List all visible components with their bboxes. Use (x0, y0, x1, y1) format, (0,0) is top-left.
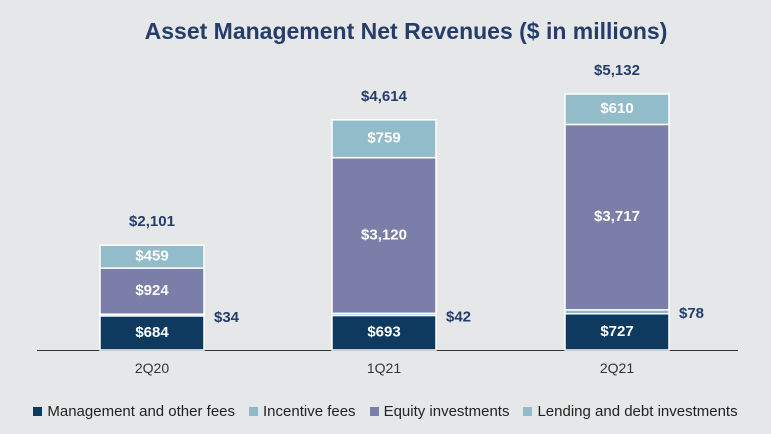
data-label-2q20-equity-investments: $924 (135, 282, 169, 299)
bar-2q20-lending-debt (99, 244, 205, 269)
total-label-2q21: $5,132 (594, 62, 640, 79)
legend-label-equity-investments: Equity investments (383, 403, 510, 420)
data-label-1q21-management-fees: $693 (367, 324, 400, 341)
legend-item-management-fees: Management and other fees (33, 403, 235, 420)
bar-2q21-lending-debt (564, 93, 670, 126)
data-label-2q20-management-fees: $684 (135, 324, 169, 341)
x-tick-label-1q21: 1Q21 (367, 360, 401, 376)
data-label-2q21-management-fees: $727 (600, 323, 633, 340)
data-label-2q21-equity-investments: $3,717 (594, 208, 640, 225)
bar-2q21-equity-investments (564, 123, 670, 311)
legend-label-lending-debt: Lending and debt investments (537, 403, 738, 420)
data-label-2q20-lending-debt: $459 (135, 248, 168, 265)
legend-item-incentive-fees: Incentive fees (249, 403, 356, 420)
legend-item-lending-debt: Lending and debt investments (523, 403, 738, 420)
data-label-2q21-lending-debt: $610 (600, 100, 633, 117)
x-tick-label-2q20: 2Q20 (135, 360, 169, 376)
data-label-1q21-lending-debt: $759 (367, 130, 400, 147)
legend-item-equity-investments: Equity investments (369, 403, 510, 420)
legend: Management and other fees Incentive fees… (0, 403, 771, 420)
total-label-2q20: $2,101 (129, 213, 175, 230)
chart-title: Asset Management Net Revenues ($ in mill… (144, 18, 668, 44)
legend-swatch-lending-debt (523, 407, 533, 416)
legend-label-incentive-fees: Incentive fees (263, 403, 356, 420)
legend-swatch-management-fees (33, 407, 43, 416)
data-label-1q21-equity-investments: $3,120 (361, 226, 407, 243)
data-label-1q21-incentive-fees: $42 (446, 308, 471, 325)
bar-1q21-management-fees (331, 314, 437, 351)
bar-1q21-equity-investments (331, 156, 437, 315)
total-label-1q21: $4,614 (361, 88, 408, 105)
legend-swatch-equity-investments (369, 407, 379, 416)
legend-swatch-incentive-fees (249, 407, 258, 416)
bar-2q21-management-fees (564, 312, 670, 351)
bar-1q21-lending-debt (331, 119, 437, 159)
legend-label-management-fees: Management and other fees (47, 403, 235, 420)
bar-2q20-management-fees (99, 315, 205, 351)
x-tick-label-2q21: 2Q21 (600, 360, 634, 376)
data-label-2q21-incentive-fees: $78 (679, 305, 704, 322)
data-label-2q20-incentive-fees: $34 (214, 309, 240, 326)
